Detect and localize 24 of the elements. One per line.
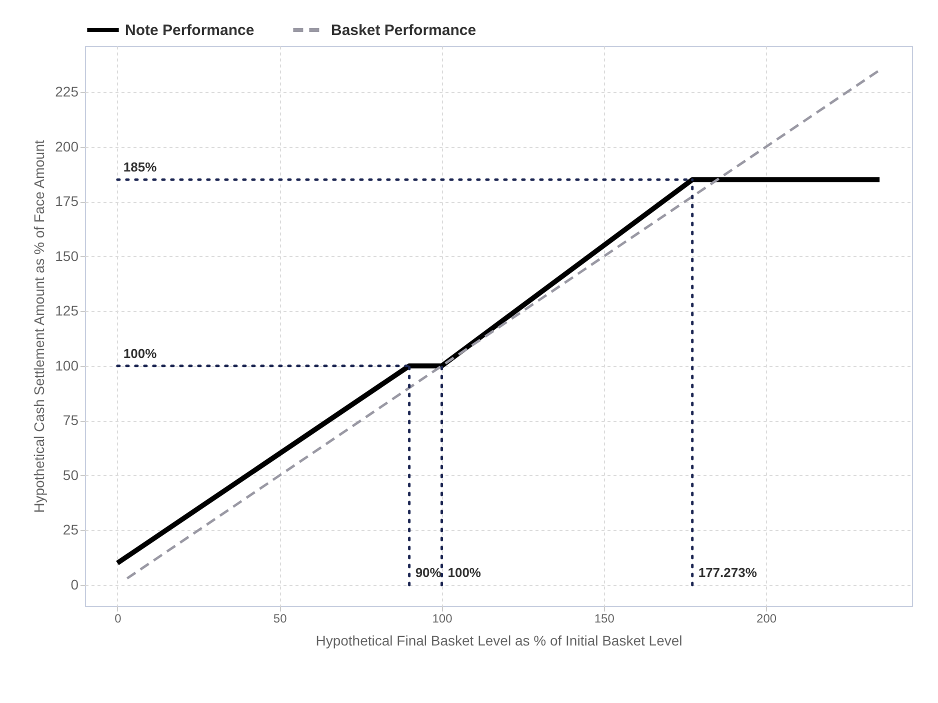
- legend-label: Note Performance: [125, 22, 254, 39]
- legend-label: Basket Performance: [331, 22, 476, 39]
- y-tick-label: 150: [55, 248, 79, 264]
- x-tick-label: 50: [273, 612, 288, 626]
- y-tick-label: 125: [55, 302, 79, 319]
- annotation: 177.273%: [698, 564, 758, 580]
- annotation: 100%: [448, 564, 482, 580]
- x-tick-label: 100: [432, 612, 453, 626]
- annotation: 100%: [123, 346, 158, 361]
- x-axis-title: Hypothetical Final Basket Level as % of Initial Basket Level: [316, 632, 682, 648]
- annotation: 90%: [415, 564, 442, 580]
- y-tick-label: 175: [55, 193, 79, 210]
- y-tick-label: 25: [62, 522, 79, 538]
- annotation: 185%: [123, 160, 158, 175]
- y-tick-label: 50: [62, 466, 79, 483]
- y-axis-title: Hypothetical Cash Settlement Amount as % of Face Amount: [31, 140, 48, 513]
- y-tick-label: 200: [55, 138, 79, 154]
- y-tick-label: 225: [55, 84, 79, 100]
- y-tick-label: 100: [55, 357, 79, 374]
- x-tick-label: 0: [114, 612, 122, 626]
- x-tick-label: 200: [756, 612, 777, 626]
- y-tick-label: 0: [70, 576, 79, 592]
- x-tick-label: 150: [594, 612, 615, 626]
- y-tick-label: 75: [62, 412, 79, 428]
